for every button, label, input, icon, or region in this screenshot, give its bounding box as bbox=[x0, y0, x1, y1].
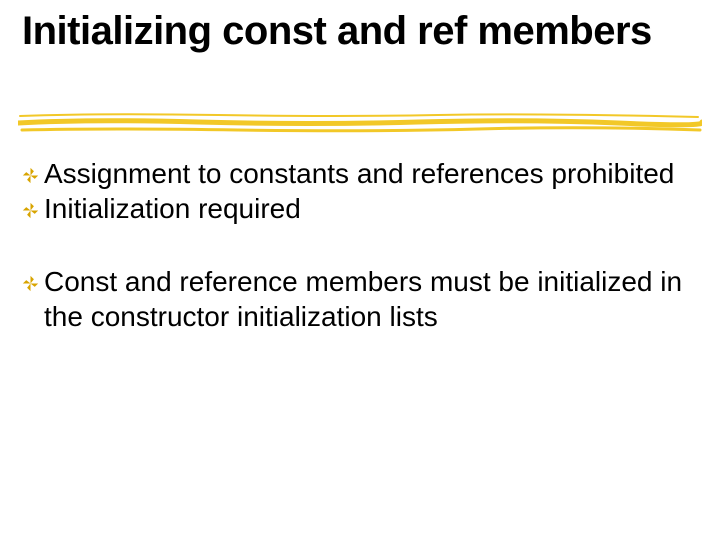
bullet-item: Assignment to constants and references p… bbox=[22, 156, 692, 191]
windmill-icon bbox=[22, 264, 44, 296]
bullet-text: Const and reference members must be init… bbox=[44, 264, 692, 334]
slide-title: Initializing const and ref members bbox=[22, 8, 720, 54]
windmill-icon bbox=[22, 191, 44, 223]
bullet-group: Const and reference members must be init… bbox=[22, 264, 692, 334]
bullet-item: Initialization required bbox=[22, 191, 692, 226]
bullet-text: Initialization required bbox=[44, 191, 301, 226]
windmill-icon bbox=[22, 156, 44, 188]
slide: Initializing const and ref members bbox=[0, 0, 720, 540]
title-block: Initializing const and ref members bbox=[0, 0, 720, 54]
bullet-item: Const and reference members must be init… bbox=[22, 264, 692, 334]
title-underline bbox=[18, 112, 702, 134]
bullet-group: Assignment to constants and references p… bbox=[22, 156, 692, 226]
body-area: Assignment to constants and references p… bbox=[22, 156, 692, 372]
bullet-text: Assignment to constants and references p… bbox=[44, 156, 674, 191]
